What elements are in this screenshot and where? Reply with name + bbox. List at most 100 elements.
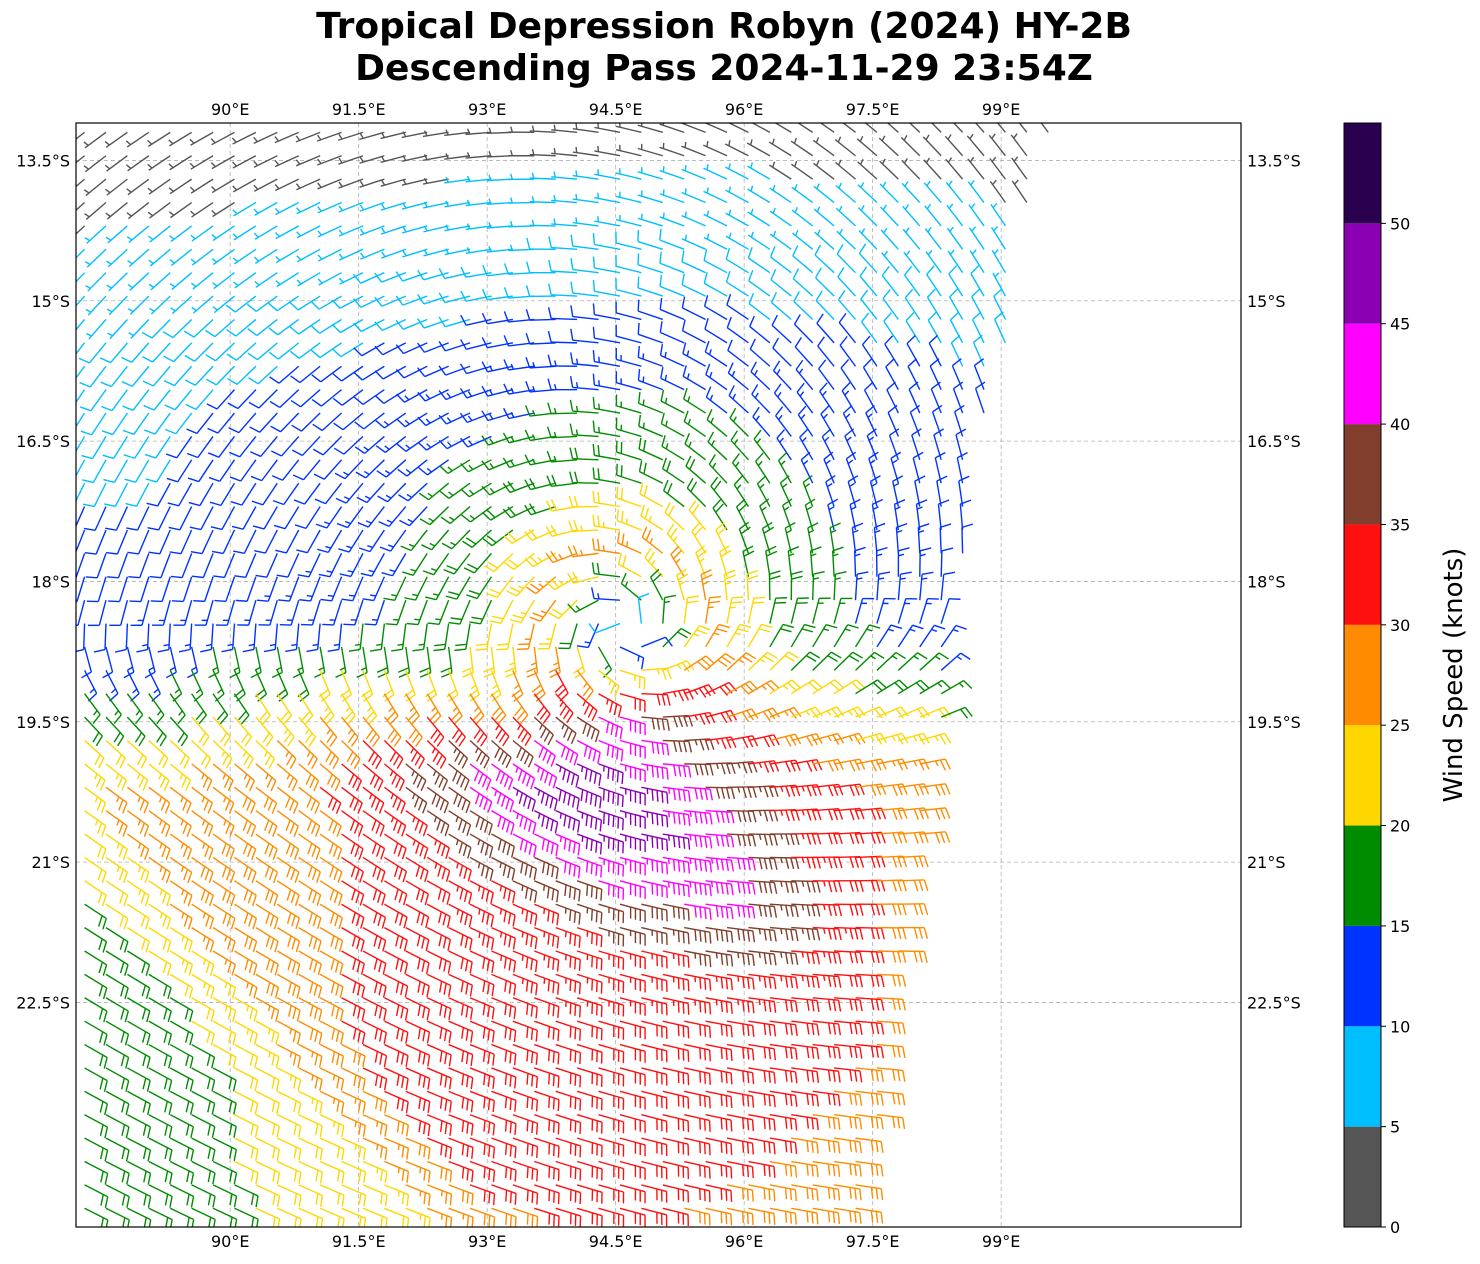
wind-barb bbox=[726, 856, 756, 871]
wind-barb bbox=[396, 435, 428, 452]
wind-barb bbox=[405, 997, 430, 1021]
wind-barb bbox=[106, 295, 128, 316]
lon-tick-label-bottom-3: 94.5°E bbox=[589, 1232, 643, 1251]
wind-barb bbox=[250, 459, 278, 482]
wind-barb bbox=[903, 265, 921, 297]
wind-barb bbox=[469, 1160, 496, 1182]
wind-barb bbox=[799, 428, 814, 461]
wind-barb bbox=[314, 482, 343, 505]
wind-barb bbox=[364, 599, 386, 626]
wind-barb bbox=[362, 1067, 388, 1091]
wind-barb bbox=[341, 950, 365, 975]
colorbar-segment-4 bbox=[1344, 725, 1381, 826]
wind-barb bbox=[637, 213, 663, 227]
wind-barb bbox=[619, 950, 646, 970]
wind-barb bbox=[598, 926, 625, 947]
wind-barb bbox=[534, 1160, 560, 1181]
wind-barb bbox=[524, 429, 556, 442]
wind-barb bbox=[465, 223, 492, 231]
wind-barb bbox=[836, 243, 857, 274]
wind-barb bbox=[426, 786, 449, 814]
wind-barb bbox=[996, 123, 1006, 133]
wind-barb bbox=[127, 248, 150, 268]
wind-barb bbox=[384, 1137, 410, 1160]
wind-barb bbox=[790, 137, 814, 157]
wind-barb bbox=[234, 856, 257, 884]
wind-barb bbox=[705, 1043, 733, 1061]
wind-barb bbox=[397, 459, 428, 477]
wind-barb bbox=[374, 365, 407, 380]
wind-barb bbox=[332, 365, 364, 382]
wind-barb bbox=[551, 124, 578, 134]
wind-barb bbox=[662, 903, 690, 921]
wind-barb bbox=[931, 404, 943, 437]
wind-barb bbox=[105, 716, 125, 747]
wind-barb bbox=[191, 1160, 216, 1185]
wind-barb bbox=[619, 1043, 646, 1063]
wind-barb bbox=[817, 336, 835, 367]
wind-barb bbox=[615, 231, 642, 250]
wind-barb bbox=[443, 552, 471, 575]
wind-barb bbox=[533, 763, 558, 789]
wind-barb bbox=[818, 359, 835, 391]
wind-barb bbox=[319, 833, 343, 860]
wind-barb bbox=[834, 926, 864, 940]
wind-barb bbox=[715, 521, 728, 554]
wind-barb bbox=[469, 1114, 496, 1136]
wind-barb bbox=[298, 1137, 324, 1161]
wind-barb bbox=[876, 997, 906, 1011]
wind-barb bbox=[619, 646, 645, 670]
wind-barb bbox=[769, 926, 799, 942]
wind-barb bbox=[341, 997, 366, 1022]
wind-barb bbox=[148, 716, 167, 747]
wind-barb bbox=[383, 833, 407, 860]
wind-barb bbox=[405, 763, 427, 792]
wind-barb bbox=[791, 1137, 819, 1154]
lat-tick-label-left-2: 16.5°S bbox=[16, 432, 70, 451]
wind-barb bbox=[475, 623, 493, 651]
wind-barb bbox=[747, 623, 773, 648]
wind-barb bbox=[448, 786, 471, 814]
wind-barb bbox=[445, 576, 471, 600]
wind-barb bbox=[105, 903, 129, 930]
wind-barb bbox=[685, 455, 707, 484]
wind-barb bbox=[725, 163, 749, 180]
wind-barb bbox=[402, 552, 428, 576]
wind-barb bbox=[444, 200, 471, 208]
wind-barb bbox=[637, 230, 663, 250]
wind-barb bbox=[405, 880, 429, 906]
wind-barb bbox=[811, 570, 825, 601]
wind-barb bbox=[275, 272, 300, 288]
wind-barb bbox=[362, 739, 383, 770]
wind-barb bbox=[422, 130, 449, 138]
wind-barb bbox=[164, 389, 193, 411]
wind-barb bbox=[703, 140, 728, 157]
wind-barb bbox=[369, 623, 386, 652]
wind-barb bbox=[289, 318, 321, 335]
wind-barb bbox=[619, 1160, 646, 1180]
wind-barb bbox=[191, 295, 214, 314]
wind-barb bbox=[662, 1160, 690, 1180]
wind-barb bbox=[426, 973, 452, 997]
wind-barb bbox=[191, 950, 215, 976]
wind-barb bbox=[681, 273, 706, 297]
wind-barb bbox=[319, 763, 341, 792]
wind-barb bbox=[101, 389, 128, 412]
wind-barb bbox=[576, 833, 603, 855]
wind-barb bbox=[362, 880, 386, 906]
wind-barb bbox=[659, 142, 685, 157]
wind-barb bbox=[462, 529, 492, 548]
wind-barb bbox=[974, 123, 985, 133]
wind-barb bbox=[250, 646, 262, 679]
wind-barb bbox=[169, 716, 189, 747]
wind-barb bbox=[105, 178, 128, 196]
wind-barb bbox=[491, 973, 517, 996]
wind-barb bbox=[879, 158, 899, 180]
wind-barb bbox=[555, 1043, 582, 1065]
wind-barb bbox=[295, 178, 321, 191]
wind-barb bbox=[666, 523, 685, 554]
wind-barb bbox=[211, 529, 236, 555]
wind-barb bbox=[812, 597, 831, 624]
wind-barb bbox=[923, 180, 942, 203]
wind-barb bbox=[426, 926, 452, 951]
